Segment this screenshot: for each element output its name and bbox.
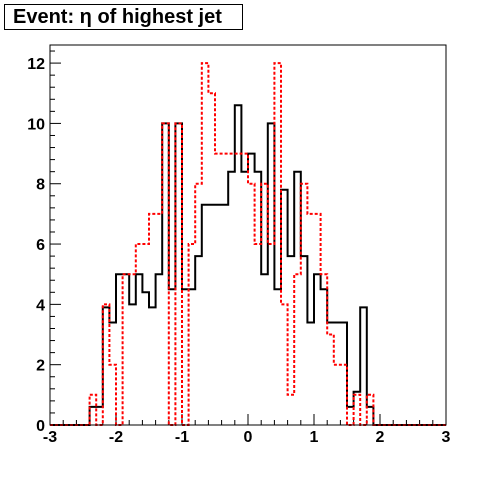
x-tick-label: -2 (109, 429, 123, 446)
x-tick-label: -1 (175, 429, 189, 446)
y-tick-label: 2 (36, 358, 45, 375)
x-tick-label: 3 (442, 429, 451, 446)
histogram-series-line-2 (50, 62, 446, 426)
x-tick-label: 2 (376, 429, 385, 446)
x-tick-label: 1 (310, 429, 319, 446)
y-tick-label: 10 (27, 116, 45, 133)
histogram-series-line-1 (50, 104, 446, 426)
x-tick-label: -3 (43, 429, 57, 446)
plot-frame (49, 44, 447, 426)
y-tick-label: 0 (36, 418, 45, 435)
y-tick-label: 12 (27, 56, 45, 73)
x-tick-label: 0 (244, 429, 253, 446)
y-tick-label: 8 (36, 177, 45, 194)
y-tick-label: 4 (36, 297, 45, 314)
chart-title: Event: η of highest jet (4, 4, 243, 30)
histogram-series (50, 62, 446, 426)
y-tick-label: 6 (36, 237, 45, 254)
plot-frame-rect (49, 44, 447, 426)
